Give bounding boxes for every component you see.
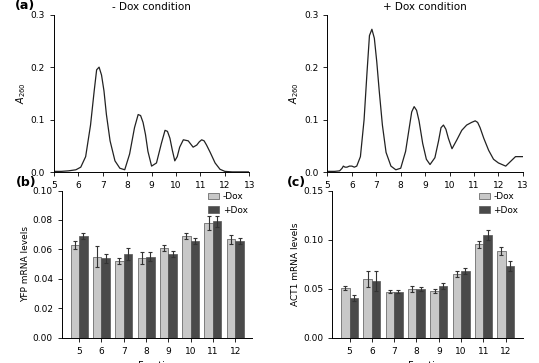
- Bar: [191, 241, 199, 338]
- Bar: [146, 257, 155, 338]
- Title: + Dox condition: + Dox condition: [383, 2, 467, 12]
- Y-axis label: $A_{260}$: $A_{260}$: [14, 83, 27, 104]
- X-axis label: Fraction: Fraction: [406, 196, 445, 206]
- Bar: [341, 287, 349, 338]
- Bar: [168, 254, 177, 338]
- Bar: [349, 298, 358, 338]
- Bar: [93, 257, 101, 338]
- Legend: -Dox, +Dox: -Dox, +Dox: [209, 192, 248, 215]
- Bar: [71, 245, 79, 338]
- Bar: [372, 281, 381, 338]
- Y-axis label: $A_{260}$: $A_{260}$: [287, 83, 301, 104]
- Bar: [124, 254, 132, 338]
- Bar: [204, 223, 213, 338]
- Y-axis label: ACT1 mRNA levels: ACT1 mRNA levels: [292, 222, 300, 306]
- Bar: [394, 291, 403, 338]
- Bar: [213, 221, 222, 338]
- Text: (a): (a): [15, 0, 35, 12]
- Bar: [79, 236, 88, 338]
- Bar: [182, 236, 191, 338]
- Y-axis label: YFP mRNA levels: YFP mRNA levels: [21, 226, 30, 302]
- X-axis label: Fraction: Fraction: [408, 361, 447, 363]
- Title: - Dox condition: - Dox condition: [112, 2, 191, 12]
- Bar: [115, 261, 124, 338]
- Bar: [439, 286, 447, 338]
- Bar: [386, 291, 394, 338]
- Bar: [363, 279, 372, 338]
- Bar: [236, 241, 244, 338]
- Bar: [160, 248, 168, 338]
- Bar: [475, 245, 483, 338]
- Bar: [227, 239, 236, 338]
- Text: (c): (c): [287, 176, 306, 189]
- Bar: [461, 271, 469, 338]
- X-axis label: Fraction: Fraction: [137, 361, 177, 363]
- Bar: [137, 258, 146, 338]
- Bar: [101, 258, 110, 338]
- Bar: [408, 289, 417, 338]
- Bar: [430, 290, 439, 338]
- Bar: [506, 266, 514, 338]
- X-axis label: Fraction: Fraction: [132, 196, 171, 206]
- Legend: -Dox, +Dox: -Dox, +Dox: [479, 192, 519, 215]
- Text: (b): (b): [16, 176, 37, 189]
- Bar: [417, 289, 425, 338]
- Bar: [483, 235, 492, 338]
- Bar: [453, 274, 461, 338]
- Bar: [497, 251, 506, 338]
